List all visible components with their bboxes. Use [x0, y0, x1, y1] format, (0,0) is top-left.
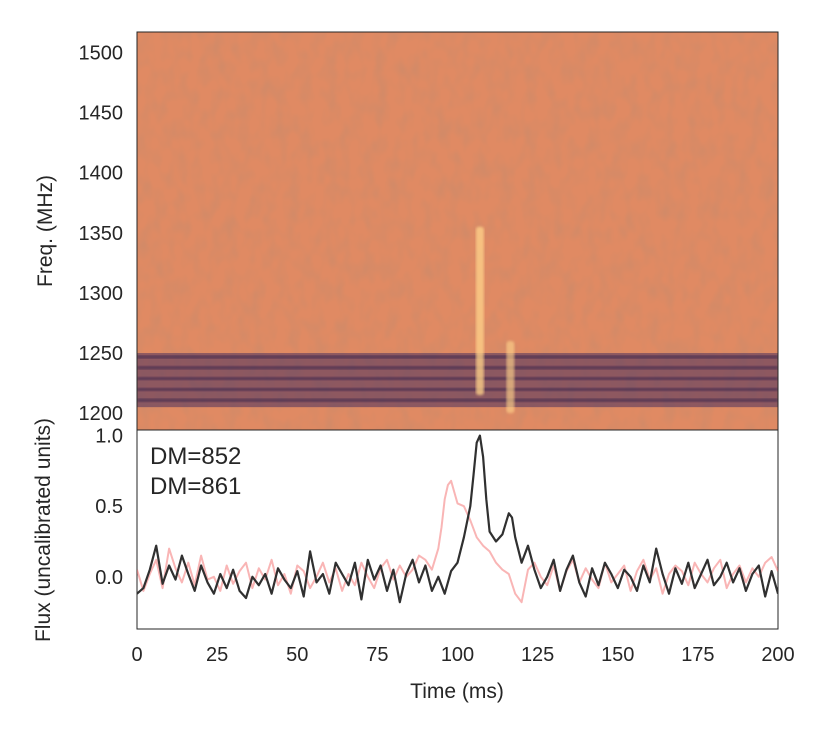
- y-tick-label: 1400: [79, 163, 124, 185]
- x-tick-label: 200: [761, 644, 794, 666]
- spectrogram-y-label: Freq. (MHz): [34, 175, 57, 287]
- spectrogram-dark-band: [137, 353, 778, 408]
- lightcurve-lines: [137, 434, 778, 604]
- x-tick-label: 150: [601, 644, 634, 666]
- y-tick-label: 1300: [79, 283, 124, 305]
- spectrogram-panel: [137, 32, 778, 430]
- burst-0: [475, 226, 484, 396]
- legend-dm861: DM=861: [150, 473, 241, 500]
- lightcurve-y-label: Flux (uncalibrated units): [32, 418, 55, 642]
- x-tick-label: 50: [286, 644, 308, 666]
- burst-1: [506, 341, 515, 414]
- spectrogram-y-ticks: 1200 1250 1300 1350 1400 1450 1500: [79, 42, 124, 425]
- y-tick-label: 1450: [79, 103, 124, 125]
- dark-band: [137, 353, 778, 408]
- series-line-dm861: [137, 479, 778, 604]
- series-line-dm852: [137, 434, 778, 604]
- x-tick-label: 25: [206, 644, 228, 666]
- spectrogram-texture-bright: [137, 32, 778, 430]
- y-tick-label: 1250: [79, 343, 124, 365]
- y-tick-label: 1350: [79, 223, 124, 245]
- x-tick-label: 100: [441, 644, 474, 666]
- dark-band-stripe: [137, 387, 778, 391]
- x-axis-label: Time (ms): [410, 680, 504, 703]
- dark-band-stripe: [137, 377, 778, 381]
- y-tick-label: 0.0: [95, 567, 123, 589]
- lightcurve-y-ticks: 0.0 0.5 1.0: [95, 426, 123, 589]
- dark-band-stripe: [137, 398, 778, 402]
- x-tick-label: 125: [521, 644, 554, 666]
- y-tick-label: 0.5: [95, 496, 123, 518]
- x-tick-label: 75: [366, 644, 388, 666]
- y-tick-label: 1500: [79, 42, 124, 64]
- dark-band-stripe: [137, 355, 778, 359]
- spectrogram-bursts: [475, 226, 515, 414]
- lightcurve-x-ticks: 0 25 50 75 100 125 150 175 200: [131, 644, 794, 666]
- legend-dm852: DM=852: [150, 443, 241, 470]
- y-tick-label: 1.0: [95, 426, 123, 448]
- x-tick-label: 0: [131, 644, 142, 666]
- y-tick-label: 1200: [79, 403, 124, 425]
- x-tick-label: 175: [681, 644, 714, 666]
- dark-band-stripe: [137, 366, 778, 370]
